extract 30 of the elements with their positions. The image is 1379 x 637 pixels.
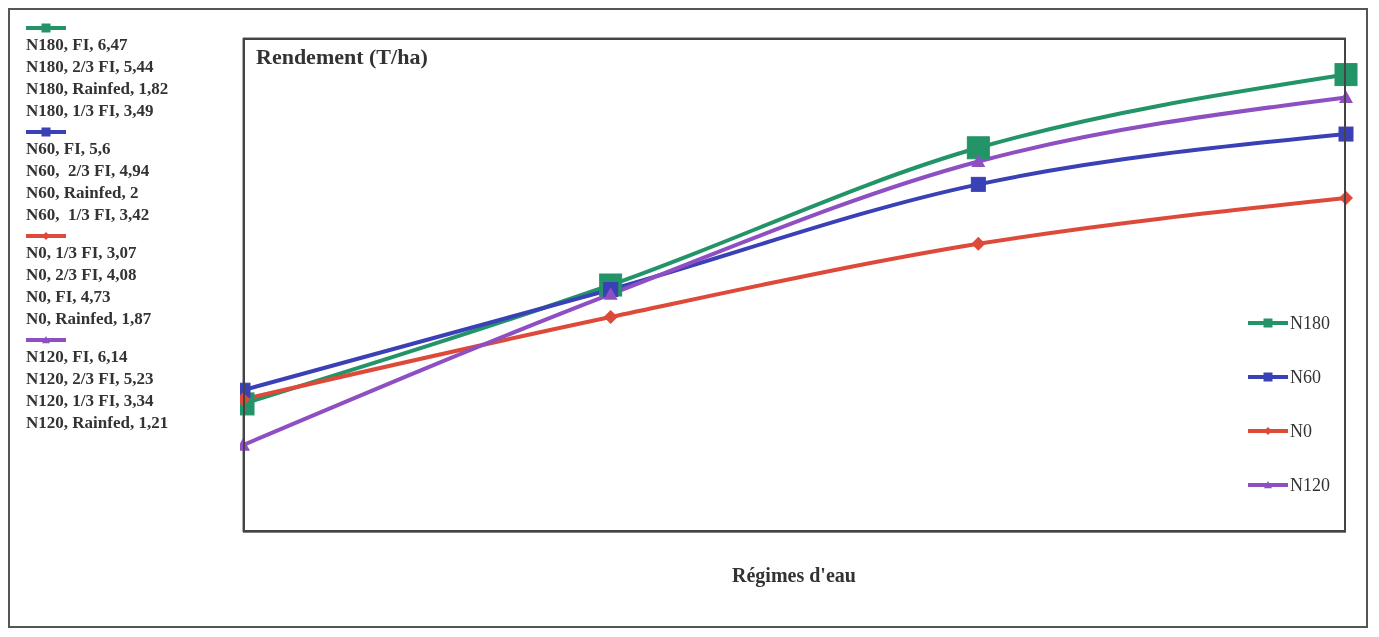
x-axis-title: Régimes d'eau (731, 564, 857, 587)
text: N180, 2/3 FI, 5,44 (26, 56, 155, 78)
text: N0, FI, 4,73 (26, 286, 112, 308)
text: N120, Rainfed, 1,21 (26, 412, 170, 434)
text: N120, 1/3 FI, 3,34 (26, 390, 155, 412)
point (971, 154, 986, 168)
text: N60, 1/3 FI, 3,42 (26, 204, 151, 226)
text: N60, FI, 5,6 (26, 138, 112, 160)
text: N60, Rainfed, 2 (26, 182, 140, 204)
legend-label: N180 (1290, 312, 1330, 334)
text: N180, 1/3 FI, 3,49 (26, 100, 155, 122)
text: N180, Rainfed, 1,82 (26, 78, 170, 100)
text: N120, FI, 6,14 (26, 346, 129, 368)
point (966, 136, 990, 160)
point (603, 310, 618, 325)
legend-label: N120 (1290, 474, 1330, 496)
legend-label: N0 (1290, 420, 1312, 442)
point (1334, 63, 1358, 87)
point (970, 176, 986, 192)
legend-label: N60 (1290, 366, 1321, 388)
point (603, 287, 618, 300)
text: N0, 2/3 FI, 4,08 (26, 264, 138, 286)
point (1338, 126, 1354, 142)
text: N180, FI, 6,47 (26, 34, 129, 56)
text: N0, 1/3 FI, 3,07 (26, 242, 138, 264)
text: N60, 2/3 FI, 4,94 (26, 160, 151, 182)
text: N120, 2/3 FI, 5,23 (26, 368, 155, 390)
text: N0, Rainfed, 1,87 (26, 308, 153, 330)
point (971, 236, 986, 251)
y-axis-title: Rendement (T/ha) (256, 44, 428, 70)
